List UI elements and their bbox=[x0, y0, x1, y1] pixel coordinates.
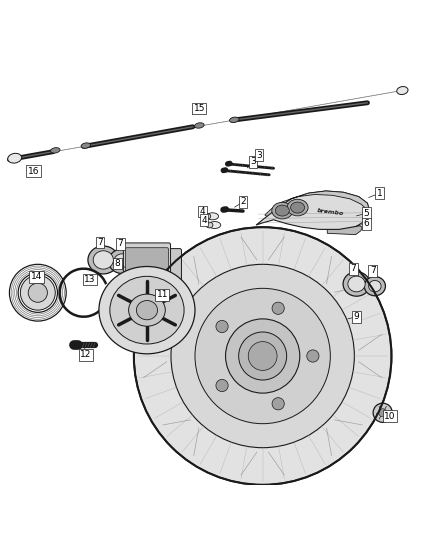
Circle shape bbox=[307, 350, 319, 362]
Text: 7: 7 bbox=[117, 239, 123, 248]
Text: 4: 4 bbox=[201, 216, 207, 225]
Circle shape bbox=[272, 302, 284, 314]
Text: 6: 6 bbox=[364, 219, 369, 228]
Circle shape bbox=[248, 342, 277, 370]
Text: 15: 15 bbox=[194, 104, 205, 113]
Circle shape bbox=[20, 275, 55, 310]
Text: 3: 3 bbox=[250, 157, 256, 166]
Ellipse shape bbox=[93, 251, 113, 269]
Ellipse shape bbox=[230, 117, 239, 123]
Circle shape bbox=[195, 288, 330, 424]
Circle shape bbox=[134, 227, 392, 485]
Polygon shape bbox=[265, 191, 370, 216]
FancyBboxPatch shape bbox=[126, 248, 168, 276]
Circle shape bbox=[373, 403, 392, 422]
Polygon shape bbox=[327, 226, 362, 235]
Ellipse shape bbox=[136, 301, 158, 320]
Polygon shape bbox=[256, 191, 370, 229]
Ellipse shape bbox=[114, 254, 130, 269]
FancyBboxPatch shape bbox=[137, 248, 181, 284]
Ellipse shape bbox=[81, 143, 91, 148]
Ellipse shape bbox=[364, 277, 385, 296]
Text: 12: 12 bbox=[80, 350, 92, 359]
Text: 1: 1 bbox=[377, 189, 382, 198]
Text: 7: 7 bbox=[350, 264, 357, 273]
Ellipse shape bbox=[348, 276, 365, 292]
Text: 13: 13 bbox=[85, 275, 96, 284]
Text: 8: 8 bbox=[115, 259, 120, 268]
Text: 4: 4 bbox=[200, 207, 205, 216]
Ellipse shape bbox=[290, 202, 304, 213]
Polygon shape bbox=[326, 216, 358, 227]
Ellipse shape bbox=[129, 294, 165, 326]
Ellipse shape bbox=[204, 213, 211, 219]
Ellipse shape bbox=[206, 213, 219, 220]
Circle shape bbox=[28, 283, 47, 302]
Text: 9: 9 bbox=[353, 312, 360, 321]
Text: 2: 2 bbox=[240, 197, 246, 206]
Ellipse shape bbox=[110, 276, 184, 344]
Circle shape bbox=[216, 320, 228, 333]
Circle shape bbox=[171, 264, 354, 448]
Ellipse shape bbox=[50, 148, 60, 153]
Text: brembo: brembo bbox=[317, 208, 344, 216]
Circle shape bbox=[272, 398, 284, 410]
Circle shape bbox=[379, 409, 387, 417]
Text: 7: 7 bbox=[370, 266, 375, 276]
Text: 7: 7 bbox=[97, 238, 103, 247]
Ellipse shape bbox=[397, 86, 408, 94]
Ellipse shape bbox=[208, 222, 221, 229]
Ellipse shape bbox=[206, 222, 213, 228]
Ellipse shape bbox=[8, 154, 21, 163]
Ellipse shape bbox=[272, 203, 293, 219]
Text: 16: 16 bbox=[28, 167, 39, 176]
Circle shape bbox=[216, 379, 228, 392]
Ellipse shape bbox=[109, 249, 135, 273]
Text: 5: 5 bbox=[364, 209, 369, 218]
Circle shape bbox=[239, 332, 287, 380]
Text: 10: 10 bbox=[385, 412, 396, 421]
Ellipse shape bbox=[99, 266, 195, 354]
Ellipse shape bbox=[343, 272, 370, 296]
Text: 3: 3 bbox=[256, 151, 262, 160]
Ellipse shape bbox=[88, 246, 119, 274]
Ellipse shape bbox=[276, 205, 289, 216]
Ellipse shape bbox=[287, 199, 308, 216]
Ellipse shape bbox=[194, 123, 204, 128]
FancyBboxPatch shape bbox=[124, 243, 170, 279]
Text: 14: 14 bbox=[31, 272, 42, 281]
Circle shape bbox=[226, 319, 300, 393]
Text: 11: 11 bbox=[156, 290, 168, 300]
Ellipse shape bbox=[369, 280, 381, 292]
